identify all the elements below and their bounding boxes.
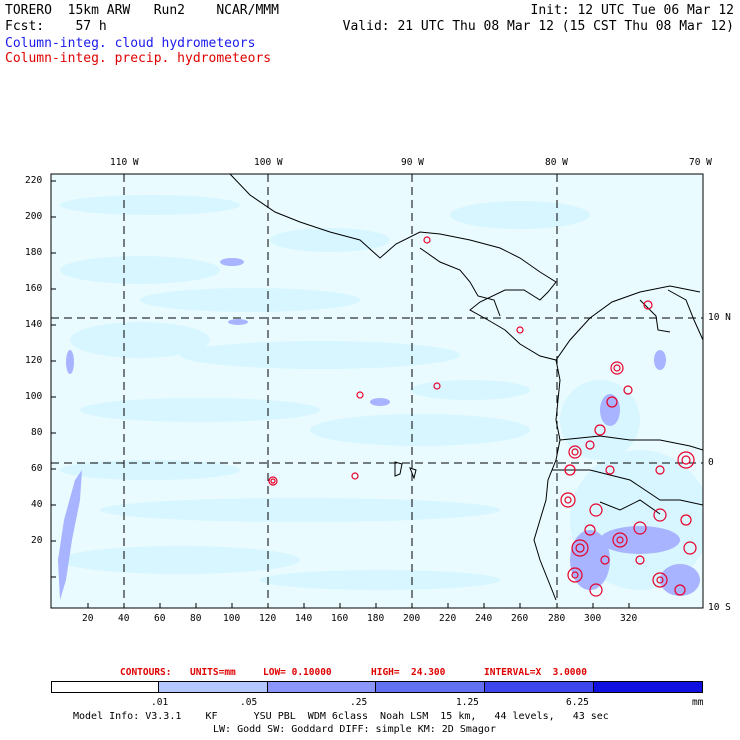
colorbar-level: .01 bbox=[151, 697, 169, 708]
y-tick-label: 200 bbox=[25, 211, 43, 222]
y-tick-label: 220 bbox=[25, 175, 43, 186]
y-tick-label: 60 bbox=[31, 463, 43, 474]
colorbar-level: 1.25 bbox=[456, 697, 479, 708]
x-tick-label: 200 bbox=[403, 613, 421, 624]
x-tick-label: 280 bbox=[548, 613, 566, 624]
colorbar-unit: mm bbox=[692, 697, 704, 708]
contour-label: CONTOURS: bbox=[120, 667, 172, 678]
lat-label-10s: 10 S bbox=[708, 602, 731, 613]
x-tick-label: 140 bbox=[295, 613, 313, 624]
legend-cloud-label: Column-integ. cloud hydrometeors bbox=[5, 36, 256, 51]
colorbar-level: 6.25 bbox=[566, 697, 589, 708]
y-tick-label: 40 bbox=[31, 499, 43, 510]
lon-label-90w: 90 W bbox=[401, 157, 424, 168]
lon-label-100w: 100 W bbox=[254, 157, 283, 168]
valid-time: Valid: 21 UTC Thu 08 Mar 12 (15 CST Thu … bbox=[342, 19, 734, 34]
model-info: Model Info: V3.3.1 KF YSU PBL WDM 6class… bbox=[73, 711, 609, 722]
x-tick-label: 320 bbox=[620, 613, 638, 624]
precip-contours bbox=[268, 236, 697, 597]
legend-precip-label: Column-integ. precip. hydrometeors bbox=[5, 51, 272, 66]
colorbar-cell bbox=[268, 681, 376, 693]
colorbar-cell bbox=[51, 681, 159, 693]
contour-units: UNITS=mm bbox=[190, 667, 236, 678]
x-tick-label: 120 bbox=[259, 613, 277, 624]
contour-high: HIGH= 24.300 bbox=[371, 667, 446, 678]
colorbar-cell bbox=[159, 681, 268, 693]
y-tick-label: 100 bbox=[25, 391, 43, 402]
x-tick-label: 160 bbox=[331, 613, 349, 624]
x-tick-label: 20 bbox=[82, 613, 94, 624]
x-tick-label: 260 bbox=[511, 613, 529, 624]
y-tick-label: 140 bbox=[25, 319, 43, 330]
y-tick-label: 20 bbox=[31, 535, 43, 546]
x-tick-label: 180 bbox=[367, 613, 385, 624]
colorbar-cell bbox=[485, 681, 594, 693]
y-tick-label: 120 bbox=[25, 355, 43, 366]
x-tick-label: 80 bbox=[190, 613, 202, 624]
lon-label-110w: 110 W bbox=[110, 157, 139, 168]
contour-low: LOW= 0.10000 bbox=[263, 667, 332, 678]
x-tick-label: 240 bbox=[475, 613, 493, 624]
lon-label-70w: 70 W bbox=[689, 157, 712, 168]
colorbar-cell bbox=[376, 681, 485, 693]
lon-label-80w: 80 W bbox=[545, 157, 568, 168]
axis-ticks bbox=[51, 180, 630, 608]
lat-label-10n: 10 N bbox=[708, 312, 731, 323]
y-tick-label: 180 bbox=[25, 247, 43, 258]
y-tick-label: 160 bbox=[25, 283, 43, 294]
forecast-hour: Fcst: 57 h bbox=[5, 19, 107, 34]
coastline bbox=[229, 174, 703, 601]
cloud-patches-mid bbox=[58, 258, 700, 600]
model-physics: LW: Godd SW: Goddard DIFF: simple KM: 2D… bbox=[213, 724, 496, 735]
x-tick-label: 220 bbox=[439, 613, 457, 624]
lat-label-0: 0 bbox=[708, 457, 714, 468]
x-tick-label: 100 bbox=[223, 613, 241, 624]
header-title: TORERO 15km ARW Run2 NCAR/MMM bbox=[5, 3, 279, 18]
graticule bbox=[51, 174, 703, 608]
colorbar-frame bbox=[51, 681, 703, 693]
colorbar-level: .25 bbox=[350, 697, 368, 708]
contour-interval: INTERVAL=X 3.0000 bbox=[484, 667, 587, 678]
x-tick-label: 40 bbox=[118, 613, 130, 624]
colorbar-level: .05 bbox=[240, 697, 258, 708]
x-tick-label: 60 bbox=[154, 613, 166, 624]
init-time: Init: 12 UTC Tue 06 Mar 12 bbox=[530, 3, 735, 18]
y-tick-label: 80 bbox=[31, 427, 43, 438]
x-tick-label: 300 bbox=[584, 613, 602, 624]
plot-frame bbox=[50, 173, 704, 609]
